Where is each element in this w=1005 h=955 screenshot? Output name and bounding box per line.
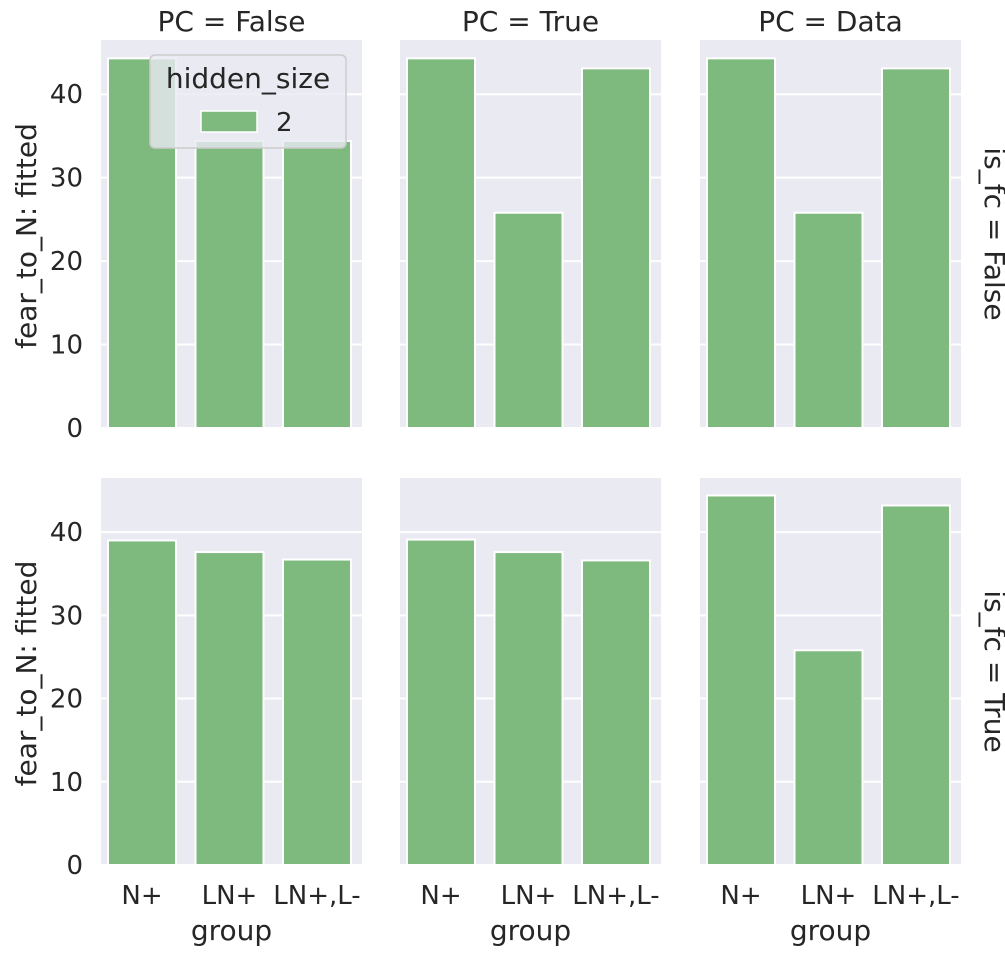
y-axis-label: fear_to_N: fitted <box>10 561 43 787</box>
x-tick-label: LN+ <box>202 881 258 911</box>
legend-swatch <box>200 110 258 133</box>
x-tick-label: LN+ <box>501 881 557 911</box>
bar-ln-l- <box>881 504 951 866</box>
row-title: is_fc = False <box>978 147 1005 320</box>
y-tick-label: 40 <box>50 518 83 548</box>
y-tick-label: 20 <box>50 247 83 277</box>
legend-title: hidden_size <box>166 62 330 95</box>
bar-n- <box>107 539 177 867</box>
x-tick-label: N+ <box>121 881 162 911</box>
bar-ln- <box>793 211 864 429</box>
bar-ln-l- <box>581 67 651 429</box>
y-tick-label: 0 <box>66 414 83 444</box>
y-tick-label: 40 <box>50 80 83 110</box>
y-tick-label: 10 <box>50 331 83 361</box>
legend-box <box>149 54 347 149</box>
bar-ln-l- <box>282 558 352 866</box>
y-tick-label: 10 <box>50 768 83 798</box>
x-tick-label: LN+,L- <box>872 881 959 911</box>
bar-n- <box>706 494 776 866</box>
row-title: is_fc = True <box>978 590 1005 752</box>
x-tick-label: N+ <box>420 881 461 911</box>
bar-ln- <box>194 551 265 867</box>
x-tick-label: LN+,L- <box>572 881 659 911</box>
x-tick-label: LN+ <box>801 881 857 911</box>
x-tick-label: N+ <box>720 881 761 911</box>
y-tick-label: 30 <box>50 601 83 631</box>
legend-entry-label: 2 <box>276 108 293 138</box>
bar-n- <box>406 538 476 866</box>
bar-n- <box>706 57 776 429</box>
y-tick-label: 0 <box>66 851 83 881</box>
y-tick-label: 30 <box>50 164 83 194</box>
bar-n- <box>406 57 476 429</box>
y-tick-label: 20 <box>50 685 83 715</box>
bar-ln-l- <box>282 139 352 429</box>
column-title: PC = True <box>462 5 599 38</box>
y-axis-label: fear_to_N: fitted <box>10 123 43 349</box>
column-title: PC = False <box>158 5 306 38</box>
bar-ln- <box>194 139 265 429</box>
bar-ln- <box>493 551 564 867</box>
x-tick-label: LN+,L- <box>273 881 360 911</box>
bar-ln- <box>493 211 564 429</box>
x-axis-label: group <box>490 914 571 947</box>
bar-ln-l- <box>581 559 651 866</box>
bar-ln-l- <box>881 67 951 429</box>
column-title: PC = Data <box>758 5 903 38</box>
x-axis-label: group <box>790 914 871 947</box>
x-axis-label: group <box>191 914 272 947</box>
bar-ln- <box>793 649 864 866</box>
